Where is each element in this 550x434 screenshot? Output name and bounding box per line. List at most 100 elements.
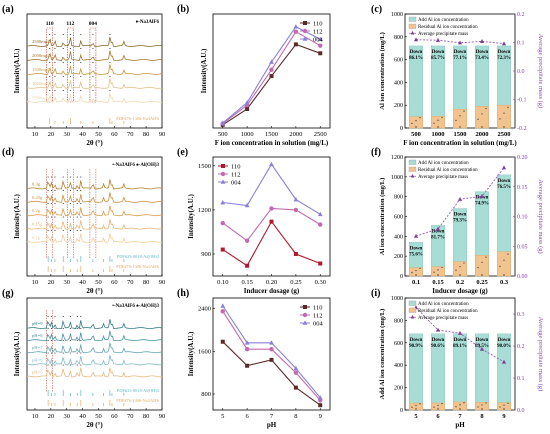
badge-value: 85.7% — [431, 56, 445, 61]
peak-marker: • — [47, 326, 49, 331]
x-tick-label: 50 — [95, 413, 102, 420]
y-tick-label: 900 — [201, 251, 211, 258]
y-tick-label: 1500 — [198, 163, 211, 170]
peak-marker: • — [63, 74, 65, 79]
x-tick-label: 8 — [480, 413, 484, 420]
x-tick-label: 0.30 — [315, 279, 326, 286]
y-tick-label: 0 — [400, 408, 403, 414]
peak-marker: • — [76, 338, 78, 343]
data-point — [318, 222, 323, 227]
peak-marker: • — [92, 32, 94, 37]
mass-point — [501, 359, 507, 364]
x-tick-label: 70 — [127, 279, 134, 286]
peak-marker: • — [80, 350, 82, 355]
y-tick-label: 1000 — [391, 12, 403, 18]
peak-marker: • — [47, 314, 49, 319]
panel-letter: (e) — [177, 147, 188, 158]
panel-letter: (c) — [371, 4, 382, 15]
scatter-dot — [437, 119, 439, 122]
legend-swatch — [408, 23, 417, 29]
legend-label: 110 — [313, 305, 323, 312]
xrd-trace — [26, 367, 162, 378]
peak-marker: • — [63, 314, 65, 319]
scatter-dot — [415, 404, 417, 407]
peak-marker: • — [70, 74, 72, 79]
peak-label: 112 — [66, 21, 74, 27]
peak-marker: • — [70, 46, 72, 51]
x-tick-label: 10 — [32, 279, 39, 286]
badge-label: Down — [476, 338, 489, 343]
scatter-dot — [437, 404, 439, 407]
scatter-dot — [499, 265, 501, 267]
scatter-dot — [463, 262, 465, 264]
peak-marker: • — [70, 174, 72, 179]
y2-axis-label: Average precipitate mass (g) — [537, 317, 544, 391]
data-point — [245, 263, 250, 268]
peak-marker: • — [109, 60, 111, 65]
data-point — [245, 363, 250, 368]
bar-chart-c: (c)Down86.1%500Down85.7%1000Down77.1%150… — [371, 4, 544, 147]
peak-marker: • — [80, 188, 82, 193]
data-point — [317, 211, 323, 217]
legend-swatch-marker — [410, 31, 415, 35]
legend-label: Average precipitate mass — [418, 316, 468, 321]
peak-marker: • — [49, 88, 51, 93]
y-axis-label: Intensity(A.U.) — [187, 193, 195, 238]
x-tick-label: 0.20 — [266, 279, 277, 286]
x-tick-label: 1000 — [241, 131, 254, 138]
data-point — [220, 179, 226, 184]
peak-marker: • — [49, 46, 51, 51]
line-chart-h: (h) 5 6 7 8 9 800 1600 2400 pH Intensity(A.U.) 1101… — [177, 288, 331, 429]
data-point — [269, 161, 274, 167]
x-tick-label: 8 — [294, 413, 297, 420]
x-tick-label: 6 — [436, 413, 440, 420]
peak-marker: • — [92, 60, 94, 65]
y-tick-label: 400 — [394, 80, 403, 86]
data-point — [244, 202, 250, 208]
xrd-legend: ♦-Na3AlF6 — [136, 20, 160, 25]
y2-tick-label: 0.2 — [517, 12, 525, 18]
peak-marker: • — [63, 174, 65, 179]
data-point — [302, 320, 308, 325]
peak-marker: • — [63, 338, 65, 343]
mass-point — [435, 327, 441, 332]
y-tick-label: 800 — [394, 195, 403, 201]
peak-marker: • — [80, 326, 82, 331]
trace-label: pH=6 — [32, 357, 43, 362]
peak-marker: • — [109, 32, 111, 37]
x-tick-label: 0.10 — [217, 279, 228, 286]
y2-tick-label: 0.0 — [517, 408, 525, 414]
scatter-dot — [477, 406, 479, 408]
y-tick-label: 1200 — [391, 155, 403, 161]
peak-marker: • — [92, 74, 94, 79]
peak-marker: • — [76, 201, 78, 206]
peak-marker: • — [76, 228, 78, 233]
y2-tick-label: 0.10 — [517, 215, 528, 221]
x-tick-label: 80 — [143, 131, 150, 138]
peak-marker: • — [76, 362, 78, 367]
x-axis-label: 2θ (°) — [86, 421, 103, 429]
y2-tick-label: -0.2 — [517, 126, 527, 132]
mass-point — [435, 37, 441, 42]
xrd-legend: •-Na3AlF6 ♠-Al(OH)3 — [112, 163, 159, 168]
y-tick-label: 2400 — [198, 306, 211, 313]
y-tick-label: 800 — [394, 318, 403, 324]
peak-marker: • — [76, 188, 78, 193]
x-axis-label: 2θ (°) — [86, 139, 103, 147]
x-tick-label: 0.25 — [476, 279, 488, 286]
badge-value: 86.1% — [409, 56, 423, 61]
peak-marker: • — [51, 228, 53, 233]
peak-marker: • — [51, 326, 53, 331]
scatter-dot — [459, 265, 461, 268]
xrd-trace — [26, 319, 163, 330]
legend-swatch — [408, 166, 417, 172]
scatter-dot — [485, 256, 487, 258]
peak-marker: • — [51, 338, 53, 343]
legend-label: 004 — [231, 180, 242, 187]
data-point — [269, 67, 274, 72]
legend-swatch — [408, 300, 417, 306]
peak-marker: • — [63, 88, 65, 93]
bar-residual — [452, 108, 468, 129]
peak-marker: • — [47, 174, 49, 179]
scatter-dot — [411, 122, 413, 125]
